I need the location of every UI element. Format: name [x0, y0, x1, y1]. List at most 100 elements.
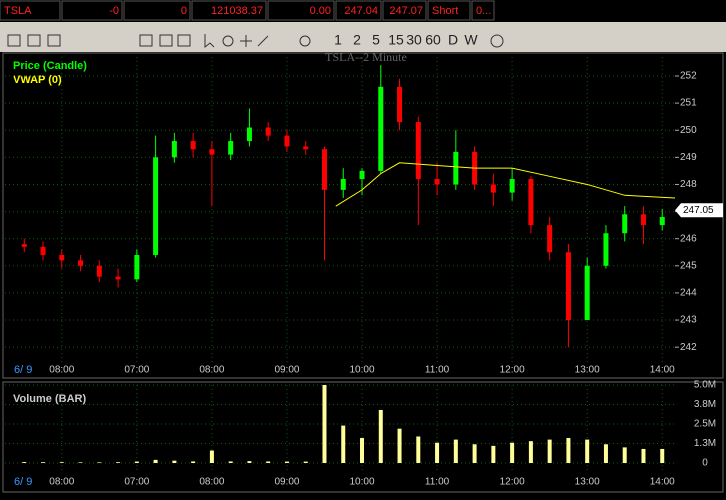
- y-tick-label: 248: [680, 179, 697, 190]
- volume-bar: [172, 460, 177, 463]
- quote-value: TSLA: [4, 5, 32, 17]
- y-tick-label: 243: [680, 315, 697, 326]
- interval-button[interactable]: 1: [334, 32, 342, 48]
- volume-bar: [322, 385, 327, 463]
- volume-bar: [660, 448, 665, 463]
- icon-pen[interactable]: [257, 35, 269, 47]
- interval-button[interactable]: 30: [406, 32, 422, 48]
- quote-cell: [123, 0, 191, 21]
- volume-bar: [622, 447, 627, 463]
- icon-pointer[interactable]: [204, 34, 215, 49]
- x-tick-label: 10:00: [349, 477, 374, 488]
- candle-body: [209, 149, 215, 155]
- volume-tick-label: 5.0M: [694, 380, 716, 391]
- volume-bar: [266, 461, 271, 463]
- volume-bar: [491, 445, 496, 463]
- last-price-flag: [675, 203, 723, 218]
- interval-button[interactable]: 5: [372, 32, 380, 48]
- quote-value: 0: [181, 5, 187, 17]
- interval-button[interactable]: 2: [353, 32, 361, 48]
- interval-button[interactable]: D: [448, 32, 458, 48]
- x-tick-label: 08:00: [199, 365, 224, 376]
- x-tick-label: 07:00: [124, 477, 149, 488]
- x-tick-label: 14:00: [650, 477, 675, 488]
- candle-body: [78, 260, 84, 266]
- volume-bar: [116, 462, 121, 463]
- x-tick-label: 08:00: [49, 477, 74, 488]
- volume-bar: [528, 441, 533, 463]
- candle-body: [21, 244, 27, 247]
- y-tick-label: 245: [680, 260, 697, 271]
- candle-body: [134, 254, 140, 280]
- quote-value: 121038.37: [211, 5, 263, 17]
- interval-button[interactable]: 60: [425, 32, 441, 48]
- volume-bar: [284, 461, 289, 463]
- candle-body: [415, 122, 421, 180]
- legend-vwap: VWAP (0): [13, 74, 62, 86]
- volume-panel: [2, 381, 724, 493]
- candle-body: [622, 214, 628, 234]
- volume-bar: [566, 438, 571, 463]
- candle-body: [528, 179, 534, 226]
- candle-body: [378, 86, 384, 171]
- candle-body: [171, 141, 177, 158]
- volume-bar: [247, 461, 252, 463]
- icon-close[interactable]: [490, 34, 504, 48]
- quote-value: 0.00: [310, 5, 331, 17]
- candle-body: [565, 252, 571, 321]
- interval-button[interactable]: 15: [388, 32, 404, 48]
- y-tick-label: 249: [680, 152, 697, 163]
- volume-bar: [378, 409, 383, 463]
- candle-body: [397, 86, 403, 123]
- x-tick-label: 07:00: [124, 365, 149, 376]
- toolbar: [0, 30, 726, 52]
- volume-bar: [59, 462, 64, 463]
- icon-bar[interactable]: [27, 34, 41, 47]
- x-tick-label: 11:00: [425, 365, 450, 376]
- y-tick-label: 242: [680, 342, 697, 353]
- x-tick-label: 08:00: [199, 477, 224, 488]
- x-tick-label: 12:00: [500, 365, 525, 376]
- candle-body: [509, 179, 515, 193]
- volume-bar: [547, 439, 552, 463]
- x-tick-label: 13:00: [575, 365, 600, 376]
- icon-fit[interactable]: [159, 34, 173, 47]
- icon-candle[interactable]: [7, 34, 21, 47]
- volume-tick-label: 0: [702, 458, 708, 469]
- candle-body: [59, 254, 65, 261]
- quote-cell: [61, 0, 123, 21]
- volume-bar: [641, 448, 646, 463]
- icon-zoom[interactable]: [139, 34, 153, 47]
- last-price-label: 247.05: [683, 205, 714, 216]
- icon-clock[interactable]: [299, 35, 311, 47]
- icon-hand[interactable]: [222, 35, 234, 47]
- volume-bar: [303, 461, 308, 463]
- volume-bar: [585, 439, 590, 463]
- candle-body: [153, 157, 159, 255]
- volume-bar: [416, 436, 421, 463]
- interval-button[interactable]: W: [464, 32, 478, 48]
- volume-bar: [360, 438, 365, 463]
- icon-cross[interactable]: [240, 35, 252, 47]
- y-tick-label: 246: [680, 233, 697, 244]
- candle-body: [453, 151, 459, 185]
- volume-bar: [510, 442, 515, 463]
- candle-body: [321, 149, 327, 190]
- volume-bar: [435, 442, 440, 463]
- icon-scale[interactable]: [177, 34, 191, 47]
- chart-title: TSLA--2 Minute: [325, 50, 407, 64]
- candle-body: [490, 184, 496, 193]
- candle-body: [284, 135, 290, 147]
- volume-bar: [134, 461, 139, 463]
- candle-body: [359, 170, 365, 180]
- volume-bar: [453, 439, 458, 463]
- quote-value: Short: [432, 5, 458, 17]
- quote-cell: [382, 0, 427, 21]
- volume-tick-label: 1.3M: [694, 438, 716, 449]
- icon-line[interactable]: [47, 34, 61, 47]
- x-tick-label: 13:00: [575, 477, 600, 488]
- volume-bar: [397, 428, 402, 463]
- x-tick-label: 14:00: [650, 365, 675, 376]
